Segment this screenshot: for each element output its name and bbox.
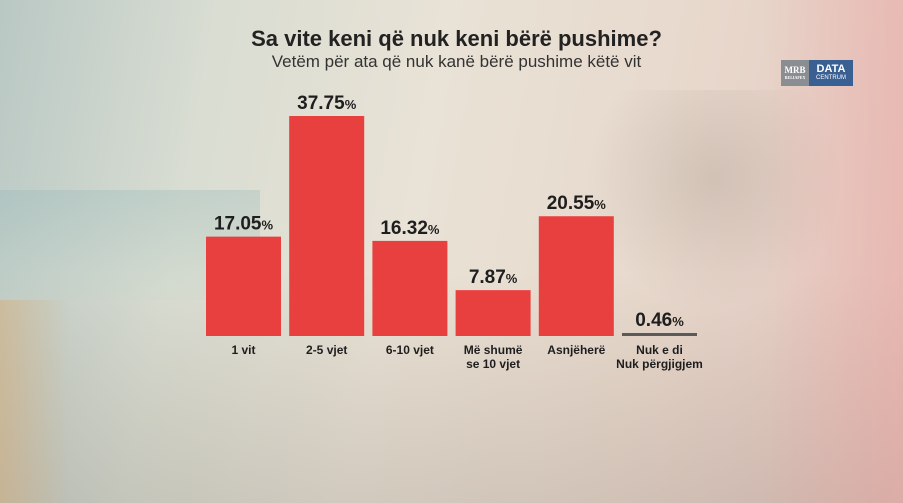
category-label: Nuk përgjigjem	[616, 357, 703, 371]
bar	[455, 290, 531, 336]
category-label: 1 vit	[231, 343, 255, 357]
data-label-value: 17.05	[214, 214, 262, 235]
data-label-unit: %	[261, 218, 273, 233]
category-label: Nuk e di	[636, 343, 683, 357]
mrb-data-logo: MRB RELIAFEX DATA CENTRUM	[781, 60, 853, 86]
mrb-logo-small: RELIAFEX	[784, 75, 806, 80]
data-label-value: 37.75	[297, 93, 345, 114]
bar	[289, 116, 365, 336]
mrb-logo: MRB RELIAFEX	[781, 60, 809, 86]
category-label: se 10 vjet	[466, 357, 520, 371]
chart-title: Sa vite keni që nuk keni bërë pushime?	[251, 26, 662, 51]
data-label-unit: %	[594, 197, 606, 212]
background-sand	[0, 273, 903, 503]
background-left-tint	[0, 300, 70, 503]
chart-header: Sa vite keni që nuk keni bërë pushime?	[0, 26, 903, 52]
data-label-unit: %	[345, 97, 357, 112]
mrb-logo-text: MRB	[784, 65, 806, 75]
data-label-value: 7.87	[469, 267, 506, 288]
category-label: Asnjëherë	[547, 343, 605, 357]
data-label: 16.32%	[380, 218, 440, 239]
data-label: 37.75%	[297, 93, 357, 114]
background-tree	[583, 90, 843, 310]
data-logo-text: DATA	[816, 63, 846, 75]
data-logo-small: CENTRUM	[816, 75, 846, 81]
category-label: 6-10 vjet	[386, 343, 434, 357]
bar	[622, 333, 697, 336]
data-label: 20.55%	[547, 193, 607, 214]
data-centrum-logo: DATA CENTRUM	[809, 60, 853, 86]
data-label-unit: %	[428, 222, 440, 237]
bar	[206, 236, 281, 336]
data-label: 17.05%	[214, 214, 274, 235]
category-label: Më shumë	[464, 343, 523, 357]
chart-subtitle: Vetëm për ata që nuk kanë bërë pushime k…	[271, 52, 642, 71]
bar	[538, 216, 614, 336]
data-label-value: 0.46	[635, 310, 672, 331]
data-label-value: 16.32	[380, 218, 428, 239]
data-label: 7.87%	[469, 267, 518, 288]
data-label-value: 20.55	[547, 193, 595, 214]
category-label: 2-5 vjet	[306, 343, 347, 357]
bar	[372, 240, 448, 336]
data-label-unit: %	[506, 271, 518, 286]
data-label-unit: %	[672, 314, 684, 329]
data-label: 0.46%	[635, 310, 684, 331]
